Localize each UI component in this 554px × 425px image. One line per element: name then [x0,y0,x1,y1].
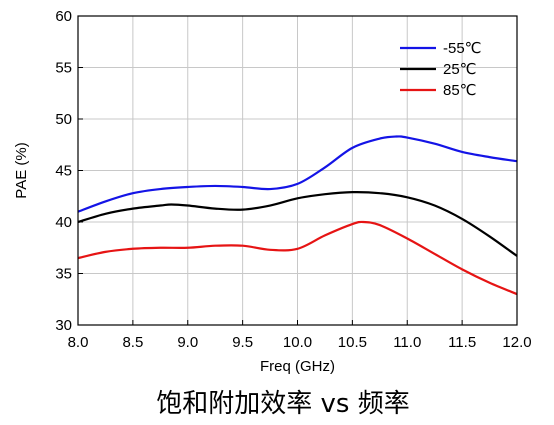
y-tick-label: 55 [55,60,72,77]
x-tick-label: 8.0 [68,334,89,351]
tick-labels: 8.0 8.5 9.0 9.5 10.0 10.5 11.0 11.5 12.0 30 35 40 45… [55,8,531,351]
y-tick-label: 30 [55,317,72,334]
x-tick-label: 9.5 [232,334,253,351]
x-tick-label: 10.5 [338,334,367,351]
y-tick-label: 60 [55,8,72,25]
series-line [77,135,518,213]
legend-label: 25℃ [443,61,477,78]
x-tick-label: 10.0 [283,334,312,351]
y-tick-label: 45 [55,163,72,180]
series-line [77,190,518,257]
x-tick-label: 9.0 [177,334,198,351]
legend-label: -55℃ [443,40,482,57]
y-tick-label: 35 [55,266,72,283]
x-tick-label: 11.0 [393,334,421,351]
y-axis-label: PAE (%) [13,142,30,198]
grid [78,16,517,325]
chart-caption: 饱和附加效率 vs 频率 [156,389,409,419]
series-line [77,220,518,296]
x-tick-label: 12.0 [502,334,531,351]
axis-ticks [77,15,518,326]
series-layer [77,135,518,296]
x-tick-label: 8.5 [122,334,143,351]
legend: -55℃ 25℃ 85℃ [400,40,482,99]
legend-label: 85℃ [443,82,477,99]
x-tick-label: 11.5 [448,334,476,351]
y-tick-label: 40 [55,214,72,231]
y-tick-label: 50 [55,111,72,128]
x-axis-label: Freq (GHz) [260,358,335,375]
